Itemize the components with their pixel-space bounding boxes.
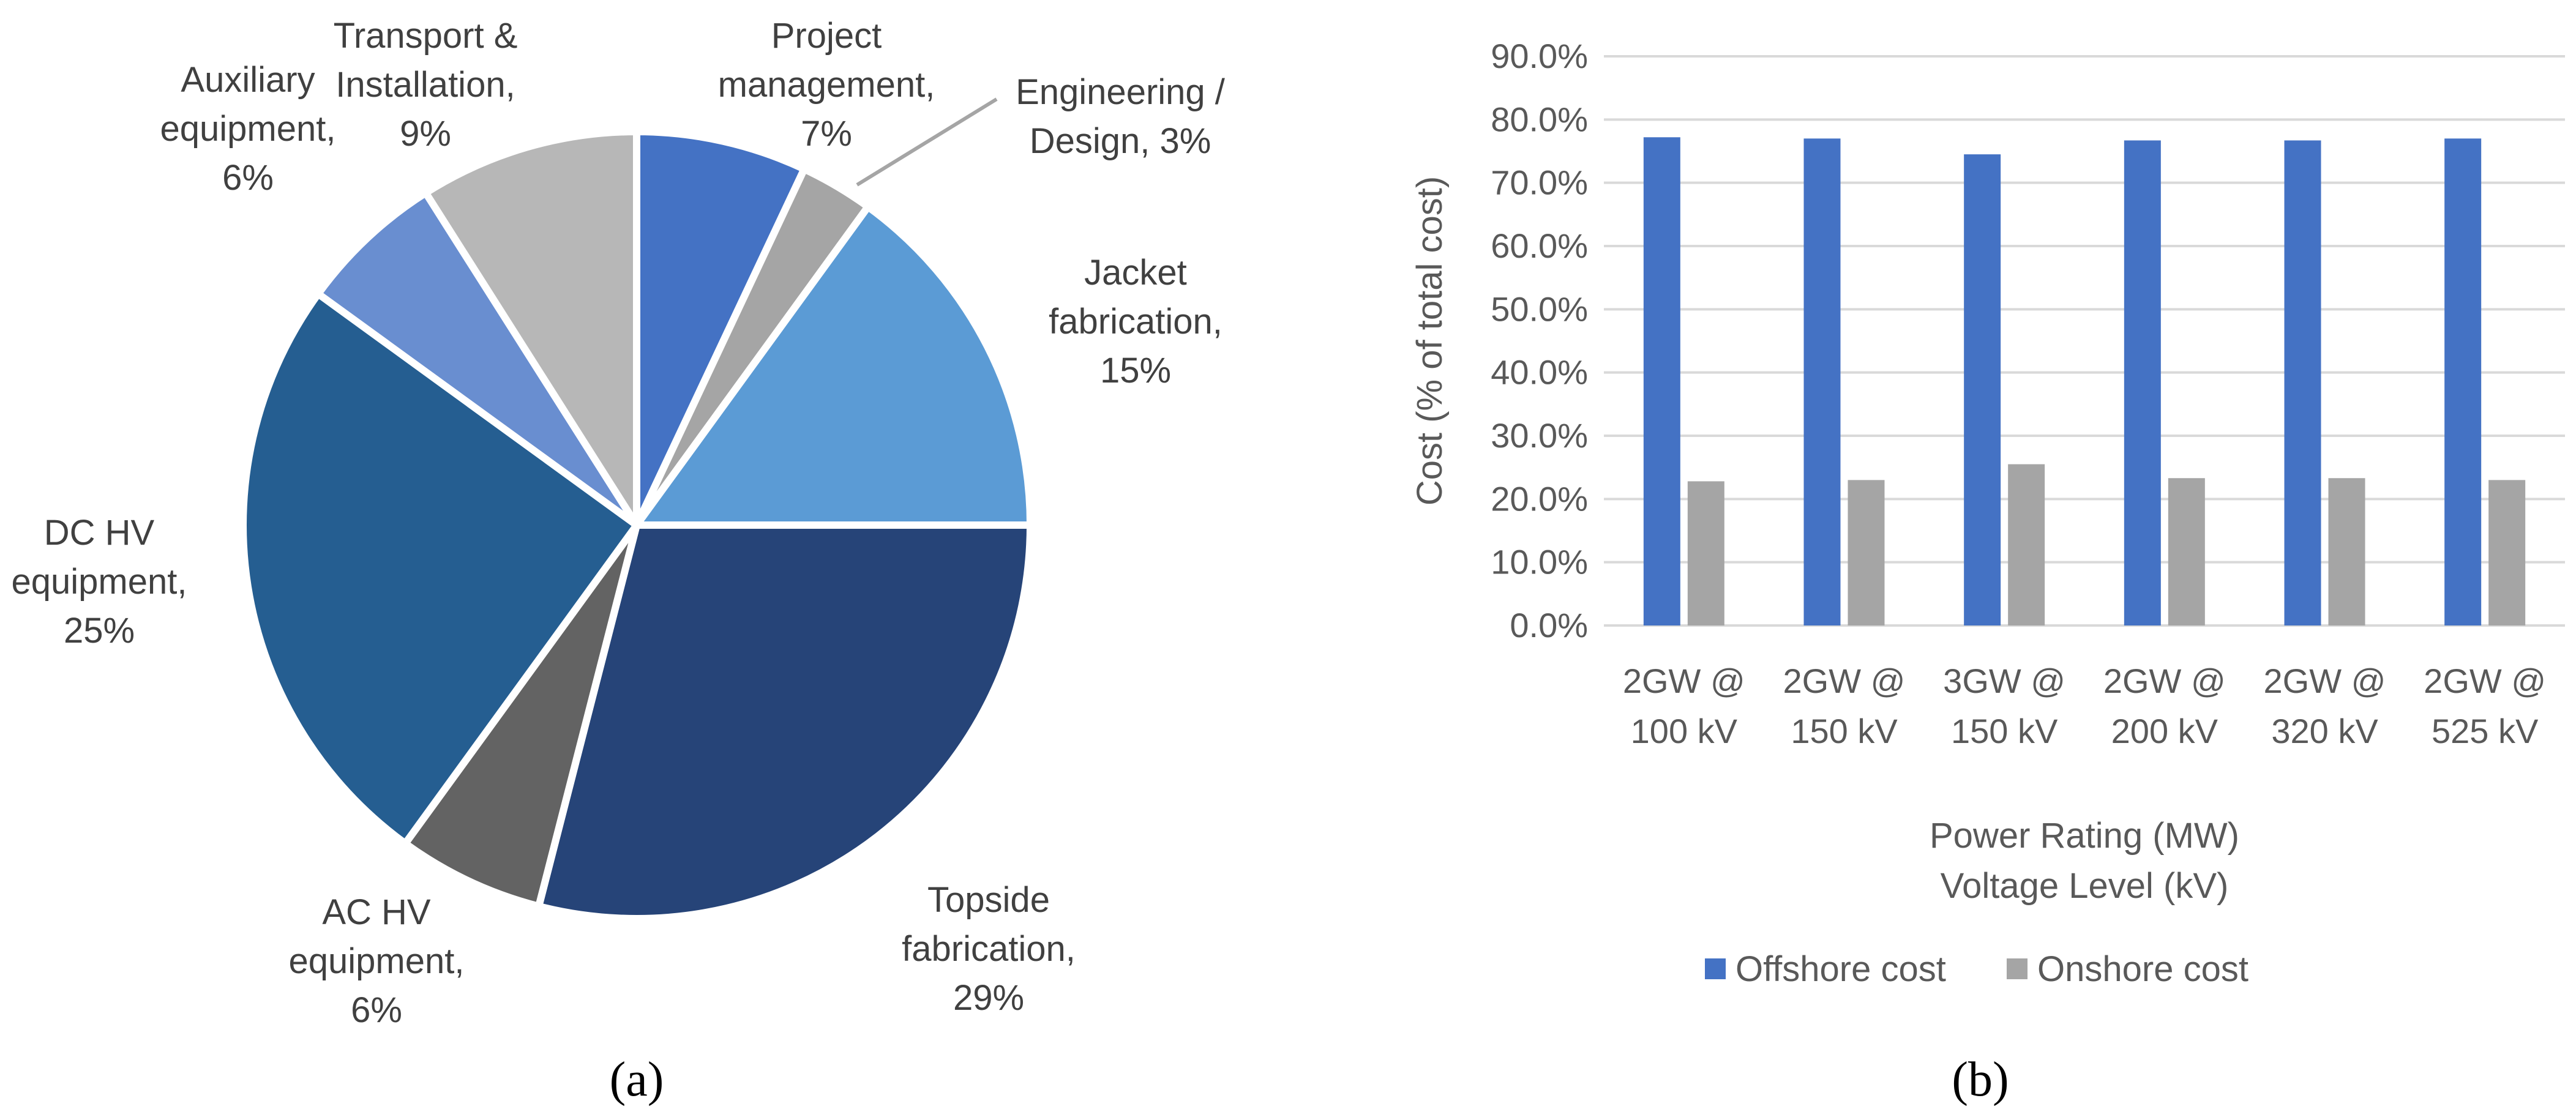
leader-line (856, 97, 998, 187)
bar-chart-legend: Offshore cost Onshore cost (1705, 949, 2248, 989)
x-tick-label: 3GW @150 kV (1943, 662, 2065, 750)
y-tick-label: 40.0% (1491, 353, 1588, 392)
bar (2488, 480, 2526, 625)
bar (1964, 154, 2001, 625)
pie-slice-label: Jacket fabrication, 15% (1049, 253, 1222, 390)
pie-slice (402, 521, 640, 910)
pie-slice (535, 521, 1034, 922)
pie-slice-label: Engineering / Design, 3% (1016, 72, 1226, 161)
bar (1643, 137, 1680, 625)
legend-label: Offshore cost (1735, 949, 1946, 989)
x-tick-label: 2GW @100 kV (1623, 662, 1745, 750)
pie-slice (422, 128, 640, 529)
bar (1848, 480, 1885, 625)
y-axis-title: Cost (% of total cost) (1410, 176, 1450, 506)
x-tick-label: 2GW @525 kV (2424, 662, 2546, 750)
y-tick-label: 30.0% (1491, 416, 1588, 455)
legend-label: Onshore cost (2037, 949, 2248, 989)
pie-slice (633, 128, 808, 529)
pie-slice (314, 189, 640, 529)
bar-chart: 0.0% 10.0% 20.0% 30.0% 40.0% 50.0% 60.0% 70.0% 8… (1410, 37, 2565, 906)
pie-slice (239, 290, 640, 848)
pie-slice-label: Auxiliary equipment, 6% (160, 60, 336, 198)
y-tick-label: 20.0% (1491, 479, 1588, 518)
bar (1803, 138, 1841, 626)
legend-swatch (1705, 958, 1726, 979)
y-tick-label: 70.0% (1491, 163, 1588, 202)
legend-swatch (2007, 958, 2027, 979)
y-tick-label: 80.0% (1491, 100, 1588, 138)
pie-slice-label: Transport & Installation, 9% (334, 16, 518, 154)
x-tick-label: 2GW @320 kV (2264, 662, 2386, 750)
bar (2008, 464, 2045, 625)
y-tick-label: 10.0% (1491, 543, 1588, 581)
y-tick-label: 90.0% (1491, 37, 1588, 75)
pie-slice-label: Project management, 7% (718, 16, 935, 154)
x-axis-title: Power Rating (MW) Voltage Level (kV) (1930, 816, 2239, 906)
x-tick-label: 2GW @200 kV (2103, 662, 2226, 750)
bar (2284, 140, 2321, 625)
pie-slice-label: DC HV equipment, 25% (12, 513, 187, 651)
bar (2124, 140, 2161, 625)
bar (2328, 478, 2365, 625)
y-tick-label: 60.0% (1491, 226, 1588, 265)
pie-chart: Project management, 7% Engineering / Design,… (12, 16, 1226, 1030)
panel-label-a: (a) (610, 1053, 664, 1107)
y-tick-label: 0.0% (1510, 606, 1588, 644)
panel-label-b: (b) (1952, 1053, 2009, 1107)
pie-slice (633, 203, 1034, 529)
bar (1687, 481, 1724, 625)
bar (2444, 138, 2482, 626)
pie-slice-label: AC HV equipment, 6% (289, 892, 465, 1030)
y-tick-label: 50.0% (1491, 289, 1588, 328)
pie-slice-label: Topside fabrication, 29% (902, 880, 1076, 1018)
x-tick-label: 2GW @150 kV (1783, 662, 1906, 750)
bar (2168, 478, 2205, 625)
